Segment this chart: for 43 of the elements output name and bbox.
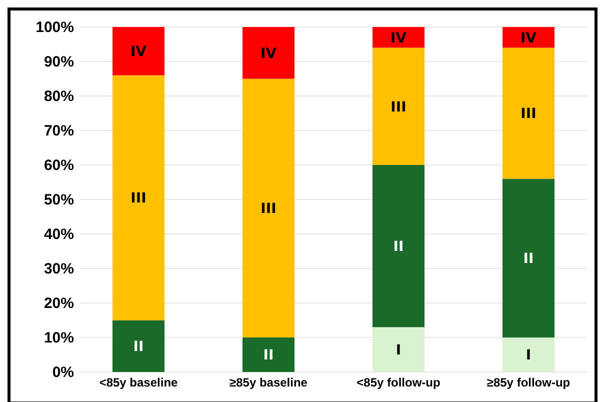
bar — [112, 27, 164, 76]
text: II — [133, 339, 144, 356]
bar — [372, 48, 424, 165]
bar — [502, 27, 554, 48]
series-label: III — [520, 106, 536, 122]
bar — [502, 178, 554, 338]
series-label: IV — [390, 30, 407, 46]
text: II — [523, 251, 534, 268]
x-tick-label: ≥85y follow-up — [486, 376, 570, 390]
text: III — [260, 201, 276, 218]
bar — [112, 75, 164, 320]
bar — [372, 27, 424, 48]
text: III — [390, 99, 406, 116]
y-tick-label: 60% — [44, 156, 74, 174]
x-tick-label: <85y baseline — [99, 376, 178, 390]
text: III — [130, 190, 146, 207]
y-tick-label: 100% — [36, 18, 74, 36]
text: IV — [260, 46, 277, 62]
bar — [502, 338, 554, 372]
text: I — [396, 342, 402, 358]
y-tick-label: 70% — [44, 122, 74, 140]
series-label: I — [526, 348, 532, 364]
y-tick-label: 40% — [44, 226, 74, 243]
bar — [372, 327, 424, 372]
text: IV — [130, 44, 147, 60]
y-tick-label: 10% — [44, 329, 74, 346]
bar — [112, 320, 164, 372]
text: II — [393, 238, 404, 255]
y-tick-label: 50% — [44, 191, 74, 208]
bar — [242, 338, 294, 372]
y-tick-label: 0% — [52, 364, 74, 381]
y-tick-label: 20% — [44, 294, 74, 312]
bar — [502, 48, 554, 179]
y-tick-label: 80% — [44, 88, 74, 105]
bar — [372, 165, 424, 328]
bar — [242, 27, 294, 79]
bar — [242, 78, 294, 338]
y-tick-label: 30% — [44, 260, 74, 278]
text: IV — [520, 30, 537, 46]
series-label: II — [263, 348, 274, 364]
y-tick-label: 90% — [44, 53, 74, 70]
x-tick-label: ≥85y baseline — [230, 376, 308, 390]
x-tick-label: <85y follow-up — [356, 376, 440, 390]
